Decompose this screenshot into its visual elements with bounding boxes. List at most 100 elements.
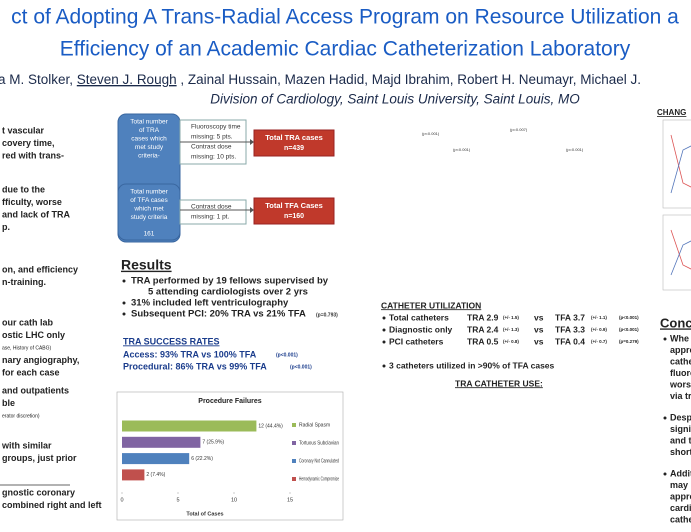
cohort-count: 161 xyxy=(144,231,155,238)
bullet xyxy=(122,301,126,305)
affiliation: Division of Cardiology, Saint Louis Univ… xyxy=(210,92,580,107)
bullet-text: Subsequent PCI: 20% TRA vs 21% TFA xyxy=(131,309,306,320)
catheter-cell: vs xyxy=(534,312,544,322)
bullet xyxy=(382,364,386,368)
bullet-text: 5 attending cardiologists over 2 yrs xyxy=(148,287,308,298)
bullet xyxy=(663,337,667,341)
catheter-cell: (p=0.279) xyxy=(619,339,639,344)
title-line: Efficiency of an Academic Cardiac Cathet… xyxy=(60,38,631,61)
conclusion-text: signi xyxy=(670,424,691,434)
catheter-cell: TFA 3.7 xyxy=(555,312,585,322)
success-text: Access: 93% TRA vs 100% TFA xyxy=(123,349,257,359)
bar xyxy=(122,420,257,432)
legend-label: Radial Spasm xyxy=(299,422,330,428)
bar xyxy=(122,453,190,465)
success-heading: TRA SUCCESS RATES xyxy=(123,336,220,346)
authors: a M. Stolker, Steven J. Rough , Zainal H… xyxy=(0,72,641,87)
legend-swatch xyxy=(292,477,296,481)
cohort-text: of TRA xyxy=(139,127,160,134)
p-note: (p=0.793) xyxy=(316,312,338,318)
catheter-cell: TFA 3.3 xyxy=(555,324,585,334)
value-label: 6 (22.2%) xyxy=(191,456,213,462)
conclusion-text: short xyxy=(670,447,691,457)
missing-text: Fluoroscopy time xyxy=(191,124,241,131)
left-text: groups, just prior xyxy=(2,453,77,463)
catheter-note: 3 catheters utilized in >90% of TFA case… xyxy=(389,360,555,370)
bar xyxy=(122,469,145,481)
chart-title: Procedure Failures xyxy=(198,398,262,405)
catheter-heading: CATHETER UTILIZATION xyxy=(381,300,481,310)
thumbnail xyxy=(662,214,691,291)
p-note: (p<0.001) xyxy=(290,364,312,370)
conclusion-text: and t xyxy=(670,435,691,445)
legend-swatch xyxy=(292,459,296,463)
bullet xyxy=(663,472,667,476)
value-label: 7 (25.9%) xyxy=(202,440,224,446)
conclusion-text: appro xyxy=(670,345,691,355)
legend-label: Coronary Not Cannulated xyxy=(299,458,339,464)
left-text: for each case xyxy=(2,367,60,377)
conclusion-text: cathe xyxy=(670,514,691,524)
total-n: n=160 xyxy=(284,213,304,220)
bullet xyxy=(122,312,126,316)
cohort-text: which met xyxy=(133,206,163,213)
conclusion-text: fluoro xyxy=(670,368,691,378)
catheter-cell: (+/- 1.5) xyxy=(503,315,519,320)
left-text: due to the xyxy=(2,184,45,194)
title-line: ct of Adopting A Trans-Radial Access Pro… xyxy=(11,6,679,29)
x-tick-label: 10 xyxy=(231,497,237,503)
x-axis-label: Total of Cases xyxy=(186,511,223,517)
left-text: t vascular xyxy=(2,125,45,135)
left-text: ostic LHC only xyxy=(2,330,65,340)
legend-label: Hemodynamic Compromise xyxy=(299,476,339,482)
left-text: nary angiography, xyxy=(2,355,79,365)
catheter-cell: TRA 0.5 xyxy=(467,336,499,346)
right-heading: CHANG xyxy=(657,108,686,117)
missing-text: missing: 5 pts. xyxy=(191,134,233,141)
left-text: p. xyxy=(2,222,10,232)
conclusion-text: appro xyxy=(670,491,691,501)
catheter-cell: (p<0.001) xyxy=(619,327,639,332)
author: a M. Stolker, xyxy=(0,72,77,87)
missing-box xyxy=(179,199,247,225)
catheter-cell: TRA 2.4 xyxy=(467,324,499,334)
p-value: (p<0.001) xyxy=(453,147,471,152)
value-label: 2 (7.4%) xyxy=(146,472,165,478)
total-box xyxy=(253,197,335,225)
catheter-cell: TFA 0.4 xyxy=(555,336,585,346)
author: Steven J. Rough xyxy=(77,72,177,87)
legend-swatch xyxy=(292,441,296,445)
catheter-cell: TRA 2.9 xyxy=(467,312,499,322)
catheter-cell: (+/- 0.8) xyxy=(503,339,519,344)
left-text: combined right and left xyxy=(2,500,102,510)
left-text: fficulty, worse xyxy=(2,197,62,207)
cohort-text: of TFA cases xyxy=(130,197,168,204)
conclusion-text: Addit xyxy=(670,468,691,478)
missing-text: missing: 1 pt. xyxy=(191,214,229,221)
total-n: n=439 xyxy=(284,145,304,152)
x-tick-label: 0 xyxy=(120,497,123,503)
catheter-cell: (+/- 1.1) xyxy=(591,315,607,320)
bar xyxy=(122,436,201,448)
thumbnail-line xyxy=(670,229,691,270)
conclusion-text: Whe xyxy=(670,333,689,343)
bullet-text: 31% included left ventriculography xyxy=(131,298,289,309)
p-note: (p<0.001) xyxy=(276,352,298,358)
conclusion-text: cathe xyxy=(670,356,691,366)
catheter-cell: Total catheters xyxy=(389,312,449,322)
author: , Zainal Hussain, Mazen Hadid, Majd Ibra… xyxy=(177,72,641,87)
bullet xyxy=(663,416,667,420)
left-text: our cath lab xyxy=(2,317,54,327)
p-value: (p=0.007) xyxy=(510,127,528,132)
conclusion-text: cardi xyxy=(670,503,691,513)
left-text: ase, History of CABG) xyxy=(2,345,52,351)
arrow-head xyxy=(250,207,254,213)
left-text: on, and efficiency xyxy=(2,264,78,274)
catheter-cell: vs xyxy=(534,336,544,346)
catheter-cell: (+/- 1.3) xyxy=(503,327,519,332)
cohort-text: met study xyxy=(135,144,164,151)
left-text: and lack of TRA xyxy=(2,209,71,219)
total-box xyxy=(253,129,335,157)
p-value: (p=0.001) xyxy=(566,147,584,152)
cohort-text: Total number xyxy=(130,119,168,126)
